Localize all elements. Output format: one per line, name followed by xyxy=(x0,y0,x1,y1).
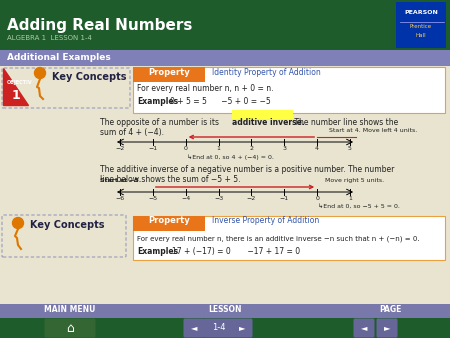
Bar xyxy=(232,110,292,118)
Text: ◄: ◄ xyxy=(361,323,367,333)
Bar xyxy=(133,216,445,260)
FancyBboxPatch shape xyxy=(45,318,95,338)
Text: The opposite of a number is its: The opposite of a number is its xyxy=(100,118,221,127)
Bar xyxy=(0,66,450,304)
Text: PAGE: PAGE xyxy=(379,305,401,314)
Text: −5: −5 xyxy=(148,196,157,201)
Text: ►: ► xyxy=(384,323,390,333)
Text: ⌂: ⌂ xyxy=(66,321,74,335)
FancyBboxPatch shape xyxy=(184,318,204,338)
Bar xyxy=(133,216,205,231)
Text: −1: −1 xyxy=(280,196,289,201)
Text: LESSON: LESSON xyxy=(208,305,242,314)
Text: Inverse Property of Addition: Inverse Property of Addition xyxy=(212,216,319,225)
Text: Additional Examples: Additional Examples xyxy=(7,53,111,62)
Text: The number line shows the: The number line shows the xyxy=(292,118,398,127)
Text: 3: 3 xyxy=(282,146,286,151)
Text: 1-4: 1-4 xyxy=(212,323,225,333)
Text: Examples: Examples xyxy=(137,97,178,106)
Text: −6: −6 xyxy=(116,196,125,201)
Text: 0: 0 xyxy=(184,146,188,151)
Text: 17 + (−17) = 0       −17 + 17 = 0: 17 + (−17) = 0 −17 + 17 = 0 xyxy=(172,247,300,256)
Text: Move right 5 units.: Move right 5 units. xyxy=(325,178,384,183)
Bar xyxy=(0,318,450,338)
Text: Property: Property xyxy=(148,216,190,225)
Text: 0: 0 xyxy=(315,196,319,201)
Text: 2: 2 xyxy=(249,146,253,151)
Circle shape xyxy=(13,217,23,228)
Text: Prentice: Prentice xyxy=(410,24,432,29)
Text: Property: Property xyxy=(148,68,190,77)
Text: 5: 5 xyxy=(348,146,352,151)
Circle shape xyxy=(35,68,45,78)
Text: line below shows the sum of −5 + 5.: line below shows the sum of −5 + 5. xyxy=(100,175,240,184)
Text: Start at 4. Move left 4 units.: Start at 4. Move left 4 units. xyxy=(329,128,418,133)
Text: Examples: Examples xyxy=(137,247,178,256)
Text: 0 + 5 = 5      −5 + 0 = −5: 0 + 5 = 5 −5 + 0 = −5 xyxy=(170,97,271,106)
Text: Identity Property of Addition: Identity Property of Addition xyxy=(212,68,321,77)
Text: Key Concepts: Key Concepts xyxy=(52,72,126,82)
Text: Key Concepts: Key Concepts xyxy=(30,220,104,230)
Bar xyxy=(133,67,205,82)
Text: −2: −2 xyxy=(247,196,256,201)
Bar xyxy=(0,50,450,66)
Text: 1: 1 xyxy=(12,89,21,102)
Bar xyxy=(0,0,450,50)
Text: −3: −3 xyxy=(214,196,223,201)
Text: −4: −4 xyxy=(181,196,190,201)
Text: For every real number n, there is an additive inverse −n such that n + (−n) = 0.: For every real number n, there is an add… xyxy=(137,235,419,241)
Bar xyxy=(0,304,450,318)
Text: 4: 4 xyxy=(315,146,319,151)
Text: 1: 1 xyxy=(216,146,220,151)
Text: ↳End at 0, so 4 + (−4) = 0.: ↳End at 0, so 4 + (−4) = 0. xyxy=(187,154,274,160)
Text: Adding Real Numbers: Adding Real Numbers xyxy=(7,18,193,33)
Text: MAIN MENU: MAIN MENU xyxy=(44,305,96,314)
Text: PEARSON: PEARSON xyxy=(404,10,438,15)
Text: −1: −1 xyxy=(148,146,157,151)
Text: OBJECTIV: OBJECTIV xyxy=(7,80,32,85)
Polygon shape xyxy=(3,68,28,105)
Text: sum of 4 + (−4).: sum of 4 + (−4). xyxy=(100,128,164,137)
FancyBboxPatch shape xyxy=(354,318,374,338)
Text: ALGEBRA 1  LESSON 1-4: ALGEBRA 1 LESSON 1-4 xyxy=(7,35,92,41)
Bar xyxy=(396,2,446,48)
Text: Start at −5.: Start at −5. xyxy=(100,178,141,183)
Text: ◄: ◄ xyxy=(191,323,197,333)
Bar xyxy=(133,67,445,113)
FancyBboxPatch shape xyxy=(231,318,252,338)
Text: −2: −2 xyxy=(115,146,125,151)
Text: ►: ► xyxy=(239,323,245,333)
Text: 1: 1 xyxy=(348,196,352,201)
FancyBboxPatch shape xyxy=(203,318,234,338)
Text: ↳End at 0, so −5 + 5 = 0.: ↳End at 0, so −5 + 5 = 0. xyxy=(318,204,400,209)
Text: Hall: Hall xyxy=(416,33,426,38)
FancyBboxPatch shape xyxy=(377,318,397,338)
Text: For every real number n, n + 0 = n.: For every real number n, n + 0 = n. xyxy=(137,84,274,93)
Text: The additive inverse of a negative number is a positive number. The number: The additive inverse of a negative numbe… xyxy=(100,165,394,174)
Text: additive inverse.: additive inverse. xyxy=(232,118,305,127)
